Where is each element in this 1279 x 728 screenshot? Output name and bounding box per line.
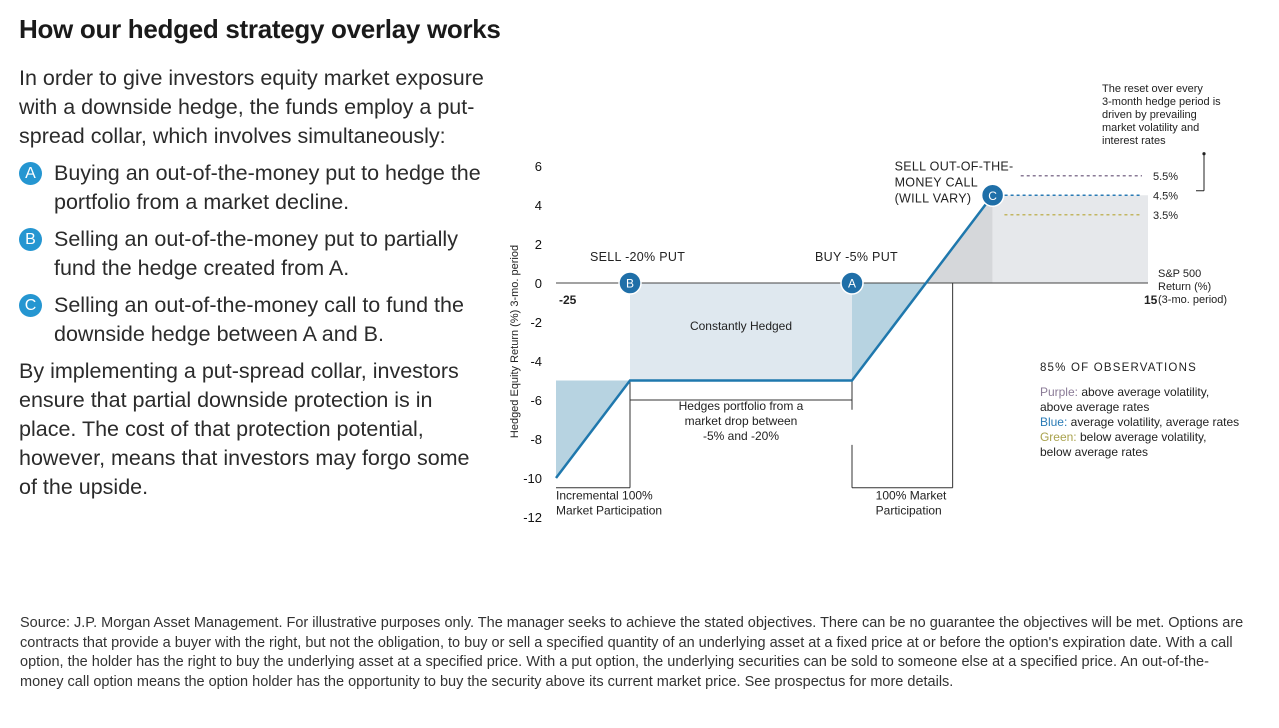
upside-captured-region: [926, 195, 993, 283]
cap-level-label: 3.5%: [1153, 210, 1178, 222]
x-tick-label: 15: [1144, 293, 1158, 307]
y-tick-label: 2: [535, 237, 542, 252]
constantly-hedged-label: Constantly Hedged: [690, 319, 792, 333]
intro-paragraph: In order to give investors equity market…: [19, 66, 484, 148]
payoff-line: [555, 194, 994, 479]
marker-c-label: (WILL VARY): [895, 191, 972, 205]
hedges-portfolio-label: -5% and -20%: [703, 429, 779, 443]
collar-payoff-chart: 6 4 2 0 -2 -4 -6 -8 -10 -12 Hedged Equity Return (…: [509, 83, 1239, 525]
marker-c-icon: [980, 183, 1005, 207]
marker-a-icon: [840, 271, 864, 295]
source-footnote: Source: J.P. Morgan Asset Management. Fo…: [20, 615, 1244, 690]
reset-note: driven by prevailing: [1102, 109, 1197, 121]
x-tick-label: -25: [559, 293, 577, 307]
marker-letter: A: [848, 277, 856, 291]
option-b-text: Selling an out-of-the-money put to parti…: [54, 227, 458, 280]
x-axis-label: S&P 500: [1158, 268, 1201, 280]
badge-c-icon: C: [19, 294, 42, 317]
marker-b-icon: [618, 271, 642, 295]
option-c: C Selling an out-of-the-money call to fu…: [19, 291, 489, 349]
y-tick-label: -2: [530, 315, 542, 330]
y-tick-label: 0: [535, 276, 542, 291]
hedges-portfolio-label: Hedges portfolio from a: [679, 399, 804, 413]
y-tick-label: 6: [535, 159, 542, 174]
option-a-text: Buying an out-of-the-money put to hedge …: [54, 161, 481, 214]
page-title: How our hedged strategy overlay works: [19, 14, 501, 44]
y-axis-label: Hedged Equity Return (%) 3-mo. period: [509, 245, 521, 438]
explanation-text: In order to give investors equity market…: [19, 64, 489, 510]
x-axis-label: (3-mo. period): [1158, 294, 1227, 306]
marker-c-label: MONEY CALL: [895, 175, 978, 189]
option-c-text: Selling an out-of-the-money call to fund…: [54, 293, 464, 346]
cap-level-label: 4.5%: [1153, 190, 1178, 202]
y-tick-label: -12: [523, 510, 542, 525]
hedges-portfolio-label: market drop between: [685, 414, 798, 428]
observation-line: below average rates: [1040, 445, 1148, 459]
reset-note: interest rates: [1102, 135, 1166, 147]
y-tick-label: -4: [530, 354, 542, 369]
cap-level-label: 5.5%: [1153, 171, 1178, 183]
y-tick-label: -10: [523, 471, 542, 486]
marker-letter: C: [988, 189, 997, 203]
x-axis-label: Return (%): [1158, 281, 1211, 293]
option-a: A Buying an out-of-the-money put to hedg…: [19, 159, 489, 217]
constantly-hedged-region: [630, 283, 852, 381]
observations-heading: 85% OF OBSERVATIONS: [1040, 362, 1197, 374]
y-tick-label: -6: [530, 393, 542, 408]
marker-c-label: SELL OUT-OF-THE-: [895, 159, 1014, 173]
reset-note: The reset over every: [1102, 83, 1203, 95]
marker-a-label: BUY -5% PUT: [815, 250, 898, 264]
conclusion-paragraph: By implementing a put-spread collar, inv…: [19, 359, 470, 499]
option-b: B Selling an out-of-the-money put to par…: [19, 225, 489, 283]
y-tick-label: -8: [530, 432, 542, 447]
observation-line: Green: below average volatility,: [1040, 430, 1207, 444]
marker-b-label: SELL -20% PUT: [590, 250, 685, 264]
full-participation-label: 100% Market: [876, 488, 947, 502]
reset-note: 3-month hedge period is: [1102, 96, 1221, 108]
full-participation-label: Participation: [876, 503, 942, 517]
observation-line: above average rates: [1040, 400, 1149, 414]
incremental-participation-label: Market Participation: [556, 503, 662, 517]
reset-bracket-dot: [1202, 152, 1206, 156]
observation-line: Blue: average volatility, average rates: [1040, 415, 1239, 429]
badge-a-icon: A: [19, 162, 42, 185]
badge-b-icon: B: [19, 228, 42, 251]
marker-letter: B: [626, 277, 634, 291]
incremental-participation-label: Incremental 100%: [556, 488, 653, 502]
y-tick-label: 4: [535, 198, 542, 213]
reset-note: market volatility and: [1102, 122, 1199, 134]
observation-line: Purple: above average volatility,: [1040, 385, 1209, 399]
forgone-upside-region: [992, 195, 1148, 283]
